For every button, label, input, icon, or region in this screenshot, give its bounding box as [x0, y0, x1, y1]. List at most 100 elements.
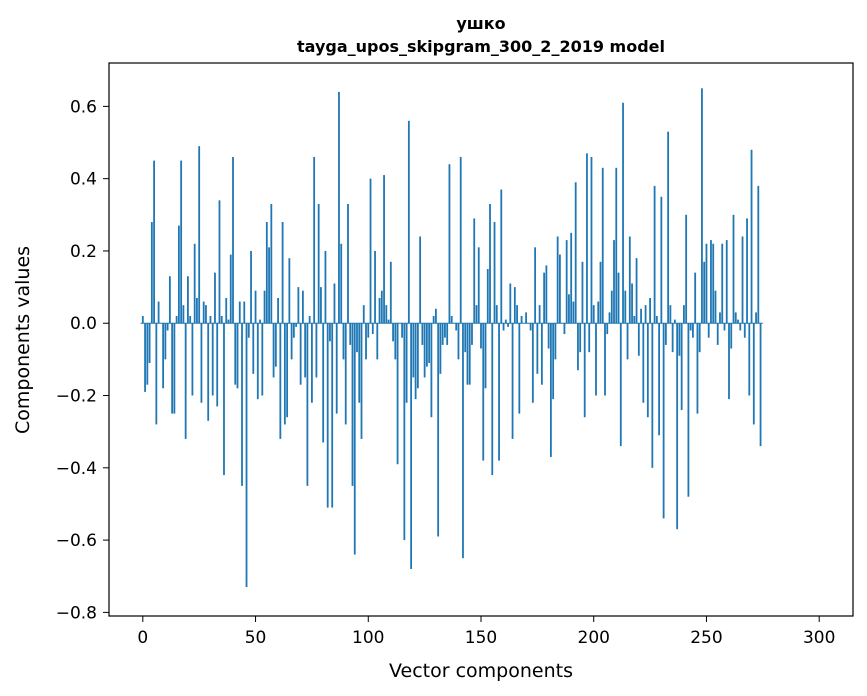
bar-162 — [507, 323, 509, 327]
chart-title: ушко — [456, 14, 505, 33]
bar-95 — [356, 323, 358, 353]
bar-243 — [689, 323, 692, 331]
bar-120 — [412, 323, 415, 378]
bar-93 — [351, 323, 354, 486]
bar-94 — [353, 323, 356, 555]
bar-11 — [166, 323, 169, 331]
bar-179 — [545, 265, 548, 324]
bar-188 — [565, 240, 568, 324]
bar-112 — [394, 323, 397, 360]
bar-97 — [360, 323, 363, 439]
bar-257 — [721, 243, 724, 324]
bar-261 — [730, 323, 733, 349]
bar-47 — [247, 323, 250, 338]
bar-16 — [177, 225, 180, 324]
bar-38 — [227, 319, 230, 324]
bar-137 — [450, 316, 453, 324]
y-tick-label: −0.8 — [56, 603, 97, 623]
bar-74 — [308, 316, 311, 324]
bar-270 — [750, 149, 753, 324]
bar-239 — [680, 323, 683, 410]
bar-129 — [432, 316, 435, 324]
bar-200 — [592, 305, 595, 324]
bar-26 — [200, 323, 203, 403]
bar-107 — [383, 175, 385, 324]
bar-216 — [628, 236, 631, 324]
bar-134 — [444, 323, 446, 338]
bar-194 — [579, 323, 582, 353]
bar-44 — [241, 323, 243, 486]
bar-70 — [299, 323, 302, 385]
bar-140 — [457, 323, 460, 360]
bar-226 — [651, 323, 654, 468]
y-tick-label: −0.2 — [56, 387, 97, 407]
bar-260 — [728, 323, 730, 400]
bar-32 — [214, 272, 216, 324]
bar-192 — [574, 182, 577, 324]
bar-3 — [148, 323, 151, 363]
bar-206 — [606, 323, 609, 335]
bar-9 — [162, 323, 165, 389]
bar-153 — [486, 269, 489, 324]
bar-168 — [520, 316, 523, 324]
bar-234 — [669, 305, 672, 324]
bar-89 — [342, 323, 345, 360]
bar-79 — [320, 287, 322, 324]
bar-90 — [344, 323, 347, 425]
bar-147 — [473, 218, 476, 324]
y-tick-label: 0.6 — [70, 97, 97, 117]
x-tick-label: 250 — [690, 628, 722, 648]
bar-29 — [207, 323, 210, 421]
x-axis: 0 50 100 150 200 250 300 — [137, 616, 835, 648]
bar-72 — [304, 323, 307, 378]
bar-251 — [707, 323, 710, 338]
bar-27 — [202, 301, 205, 324]
bar-1 — [144, 323, 146, 392]
bar-273 — [757, 185, 760, 324]
x-tick-label: 100 — [352, 628, 384, 648]
bar-215 — [626, 323, 629, 360]
bar-121 — [414, 323, 417, 400]
y-tick-label: −0.6 — [56, 531, 97, 551]
bar-152 — [484, 323, 487, 389]
bar-45 — [243, 301, 246, 324]
bar-184 — [556, 236, 559, 324]
bar-75 — [311, 323, 313, 403]
bar-262 — [732, 214, 735, 324]
bar-118 — [407, 120, 410, 324]
bar-242 — [687, 323, 690, 497]
bar-5 — [153, 160, 155, 324]
bar-99 — [365, 323, 367, 360]
bar-149 — [477, 247, 480, 324]
bar-104 — [376, 323, 379, 360]
bar-33 — [216, 323, 219, 407]
bar-203 — [599, 261, 602, 324]
bar-232 — [664, 323, 667, 345]
bar-174 — [534, 247, 537, 324]
bar-123 — [419, 236, 422, 324]
bar-115 — [401, 323, 403, 338]
bar-213 — [622, 102, 624, 324]
bar-249 — [703, 261, 706, 324]
bar-150 — [480, 323, 482, 349]
bar-106 — [380, 290, 383, 324]
bar-166 — [516, 305, 518, 324]
bar-85 — [333, 283, 336, 324]
bar-254 — [714, 290, 717, 324]
bar-2 — [146, 323, 149, 385]
bar-195 — [581, 261, 584, 324]
bar-64 — [286, 323, 289, 418]
bar-82 — [326, 323, 329, 508]
bar-21 — [189, 316, 192, 324]
bar-91 — [347, 203, 349, 324]
bar-157 — [495, 305, 498, 324]
bar-214 — [624, 290, 627, 324]
bar-247 — [698, 323, 701, 353]
bar-96 — [358, 323, 361, 403]
bar-68 — [295, 323, 298, 327]
bar-55 — [265, 222, 268, 324]
bar-10 — [164, 323, 167, 360]
bar-190 — [570, 232, 573, 324]
bar-268 — [746, 218, 748, 324]
bar-245 — [694, 272, 697, 324]
